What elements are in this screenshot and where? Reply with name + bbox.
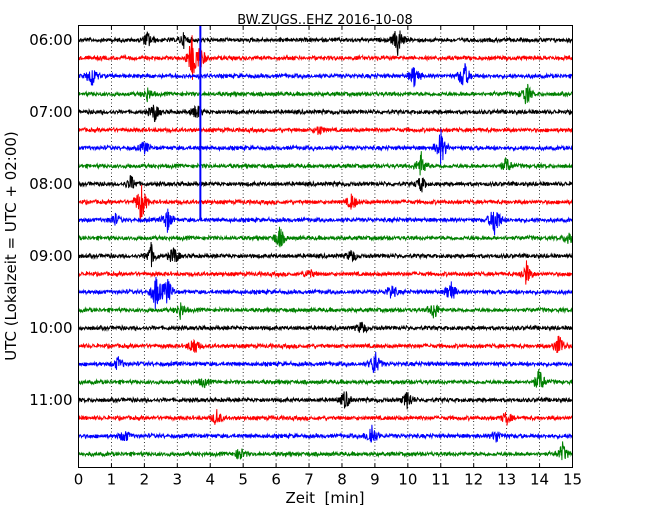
x-tick-label: 3 [173, 471, 183, 489]
y-tick-label: 07:00 [29, 103, 72, 121]
trace-0700 [78, 104, 573, 123]
x-tick-label: 7 [304, 471, 314, 489]
trace-0900 [78, 241, 573, 268]
trace-0745 [78, 151, 573, 176]
y-tick-label: 10:00 [29, 319, 72, 337]
trace-0845 [78, 226, 573, 248]
y-tick-label: 09:00 [29, 247, 72, 265]
trace-0915 [78, 260, 573, 285]
trace-1145 [78, 441, 573, 461]
x-tick-label: 6 [271, 471, 281, 489]
trace-0615 [78, 35, 573, 80]
x-tick-label: 1 [107, 471, 117, 489]
y-tick-label: 11:00 [29, 391, 72, 409]
vertical-grid [111, 25, 540, 468]
x-tick-label: 10 [398, 471, 417, 489]
trace-0600 [78, 30, 573, 56]
trace-1015 [78, 335, 573, 354]
trace-0830 [78, 208, 573, 236]
trace-group [78, 30, 573, 461]
trace-0645 [78, 83, 573, 105]
trace-0730 [78, 128, 573, 167]
y-tick-label: 06:00 [29, 31, 72, 49]
trace-0930 [78, 276, 573, 310]
x-tick-label: 12 [464, 471, 483, 489]
plot-frame [78, 25, 573, 468]
trace-1115 [78, 409, 573, 426]
trace-1030 [78, 351, 573, 373]
trace-0800 [78, 175, 573, 193]
y-axis: 06:00 07:00 08:00 09:00 10:00 11:00 [29, 31, 573, 409]
x-axis: 0 1 2 3 4 5 6 7 8 9 10 11 12 13 14 15 [74, 25, 582, 489]
trace-0715 [78, 126, 573, 136]
x-tick-label: 14 [530, 471, 549, 489]
x-tick-label: 4 [205, 471, 215, 489]
x-tick-label: 13 [497, 471, 516, 489]
trace-1045 [78, 369, 573, 389]
x-tick-label: 8 [337, 471, 347, 489]
trace-0630 [78, 63, 573, 88]
x-tick-label: 0 [74, 471, 84, 489]
x-tick-label: 11 [431, 471, 450, 489]
x-axis-label: Zeit [min] [285, 489, 364, 507]
x-tick-label: 15 [563, 471, 582, 489]
y-axis-label: UTC (Lokalzeit = UTC + 02:00) [2, 131, 20, 361]
chart-title: BW.ZUGS..EHZ 2016-10-08 [237, 13, 413, 28]
x-tick-label: 2 [140, 471, 150, 489]
trace-0945 [78, 302, 573, 320]
trace-1000 [78, 321, 573, 334]
y-tick-label: 08:00 [29, 175, 72, 193]
trace-0815 [78, 184, 573, 222]
trace-1100 [78, 391, 573, 410]
x-tick-label: 9 [370, 471, 380, 489]
trace-1130 [78, 424, 573, 443]
x-tick-label: 5 [238, 471, 248, 489]
